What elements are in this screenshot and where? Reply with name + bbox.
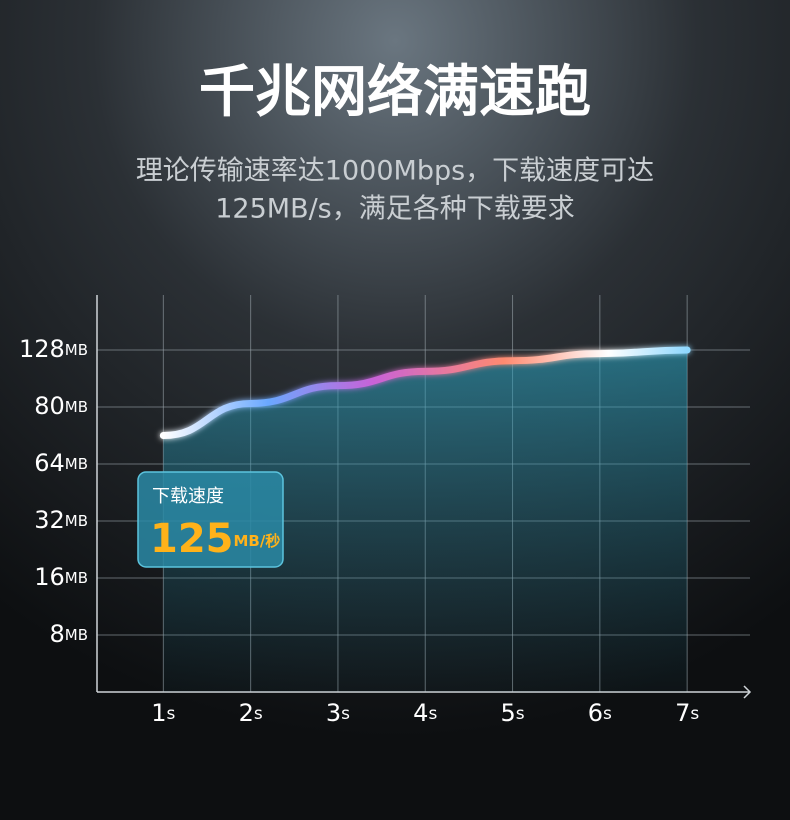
tick-unit: MB — [65, 569, 88, 587]
y-tick-label: 8MB — [49, 620, 88, 648]
tick-unit: s — [341, 704, 350, 724]
tick-value: 8 — [49, 620, 64, 648]
tick-unit: s — [254, 704, 263, 724]
tick-value: 3 — [326, 699, 341, 727]
tick-value: 32 — [34, 506, 65, 534]
x-tick-label: 7s — [675, 699, 699, 727]
y-tick-label: 64MB — [34, 449, 88, 477]
tick-unit: s — [516, 704, 525, 724]
unit: MB/秒 — [234, 532, 281, 550]
callout: 下载速度 125MB/秒 — [137, 471, 284, 568]
x-tick-label: 3s — [326, 699, 350, 727]
x-tick-label: 2s — [239, 699, 263, 727]
tick-value: 4 — [413, 699, 428, 727]
tick-unit: MB — [65, 512, 88, 530]
area — [163, 350, 688, 692]
tick-unit: s — [167, 704, 176, 724]
axis-arrow — [743, 685, 752, 699]
tick-value: 7 — [675, 699, 690, 727]
x-tick-label: 1s — [151, 699, 175, 727]
x-tick-label: 5s — [500, 699, 524, 727]
line — [159, 346, 691, 439]
tick-value: 64 — [34, 449, 65, 477]
callout-box — [137, 471, 284, 568]
y-tick-label: 32MB — [34, 506, 88, 534]
callout-label: 下载速度 — [152, 486, 224, 507]
tick-value: 1 — [151, 699, 166, 727]
tick-value: 2 — [239, 699, 254, 727]
tick-unit: MB — [65, 626, 88, 644]
tick-value: 16 — [34, 563, 65, 591]
tick-unit: s — [690, 704, 699, 724]
y-tick-label: 16MB — [34, 563, 88, 591]
callout-value: 125MB/秒 — [150, 516, 280, 562]
tick-unit: s — [603, 704, 612, 724]
tick-value: 80 — [34, 392, 65, 420]
x-tick-label: 6s — [588, 699, 612, 727]
tick-unit: s — [428, 704, 437, 724]
x-tick-label: 4s — [413, 699, 437, 727]
y-tick-label: 128MB — [19, 335, 88, 363]
tick-unit: MB — [65, 341, 88, 359]
subtitle: 理论传输速率达1000Mbps，下载速度可达 — [136, 156, 654, 187]
tick-value: 5 — [500, 699, 515, 727]
tick-unit: MB — [65, 455, 88, 473]
value: 125 — [150, 516, 234, 562]
tick-unit: MB — [65, 398, 88, 416]
subtitle: 125MB/s，满足各种下载要求 — [215, 194, 575, 225]
title: 千兆网络满速跑 — [199, 60, 591, 125]
y-tick-label: 80MB — [34, 392, 88, 420]
tick-value: 128 — [19, 335, 65, 363]
tick-value: 6 — [588, 699, 603, 727]
